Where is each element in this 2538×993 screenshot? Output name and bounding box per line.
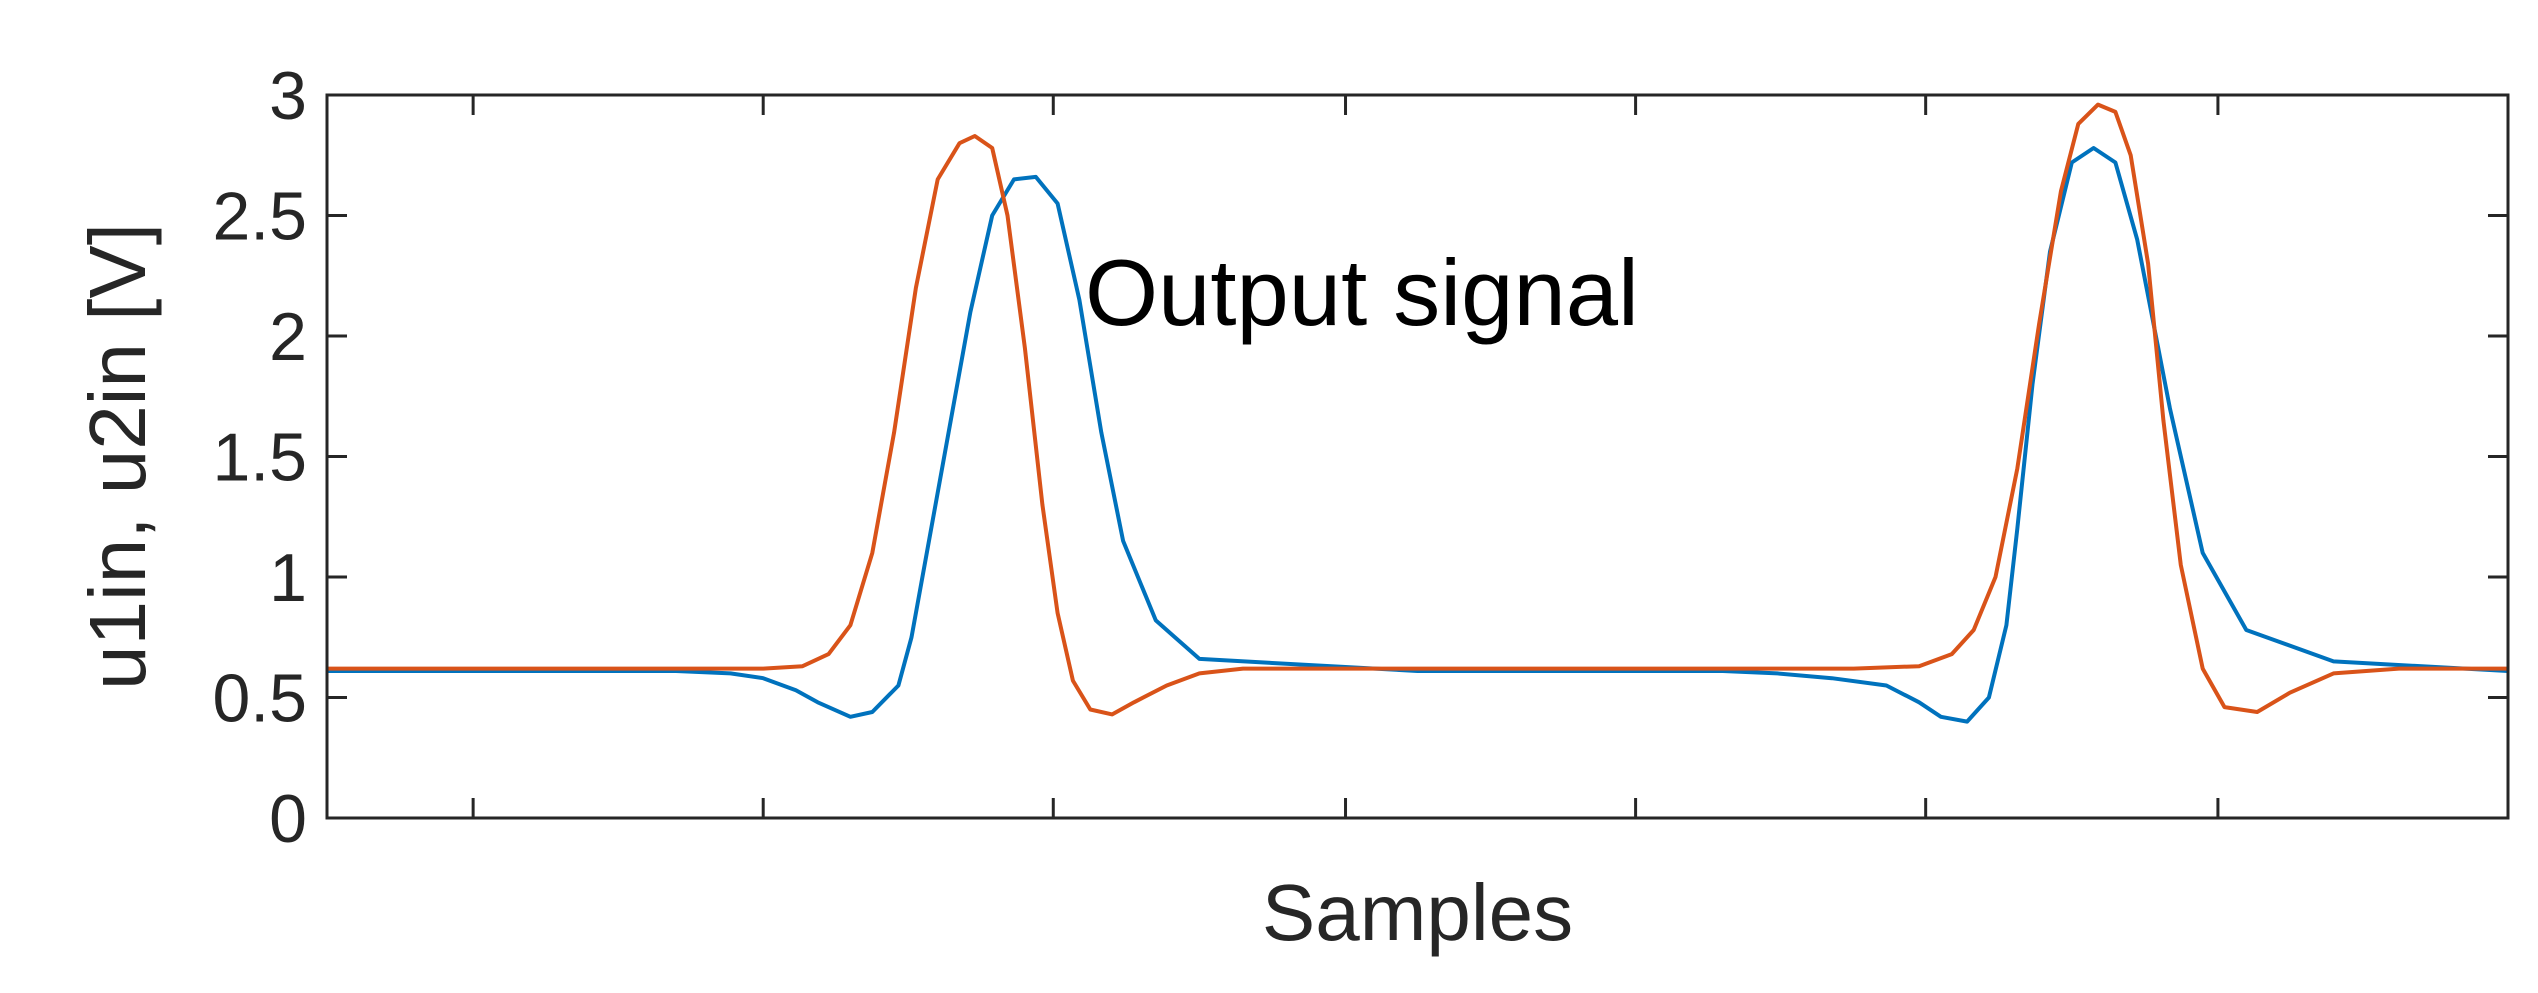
y-tick-label: 1 xyxy=(269,540,307,616)
series-line-1 xyxy=(327,146,2508,724)
series-line-2 xyxy=(327,102,2508,717)
y-tick-label: 0.5 xyxy=(212,661,307,737)
y-tick-label: 2.5 xyxy=(212,179,307,255)
y-tick-label: 1.5 xyxy=(212,420,307,496)
tick-layer: 0 0.5 1 1.5 2 2.5 3 xyxy=(212,58,2508,857)
chart-annotation: Output signal xyxy=(1085,240,1639,345)
y-tick-label: 2 xyxy=(269,299,307,375)
y-axis-label: u1in, u2in [V] xyxy=(73,223,162,690)
x-axis-label: Samples xyxy=(1262,868,1573,957)
y-tick-label: 0 xyxy=(269,781,307,857)
y-tick-label: 3 xyxy=(269,58,307,134)
series-layer xyxy=(327,102,2508,724)
